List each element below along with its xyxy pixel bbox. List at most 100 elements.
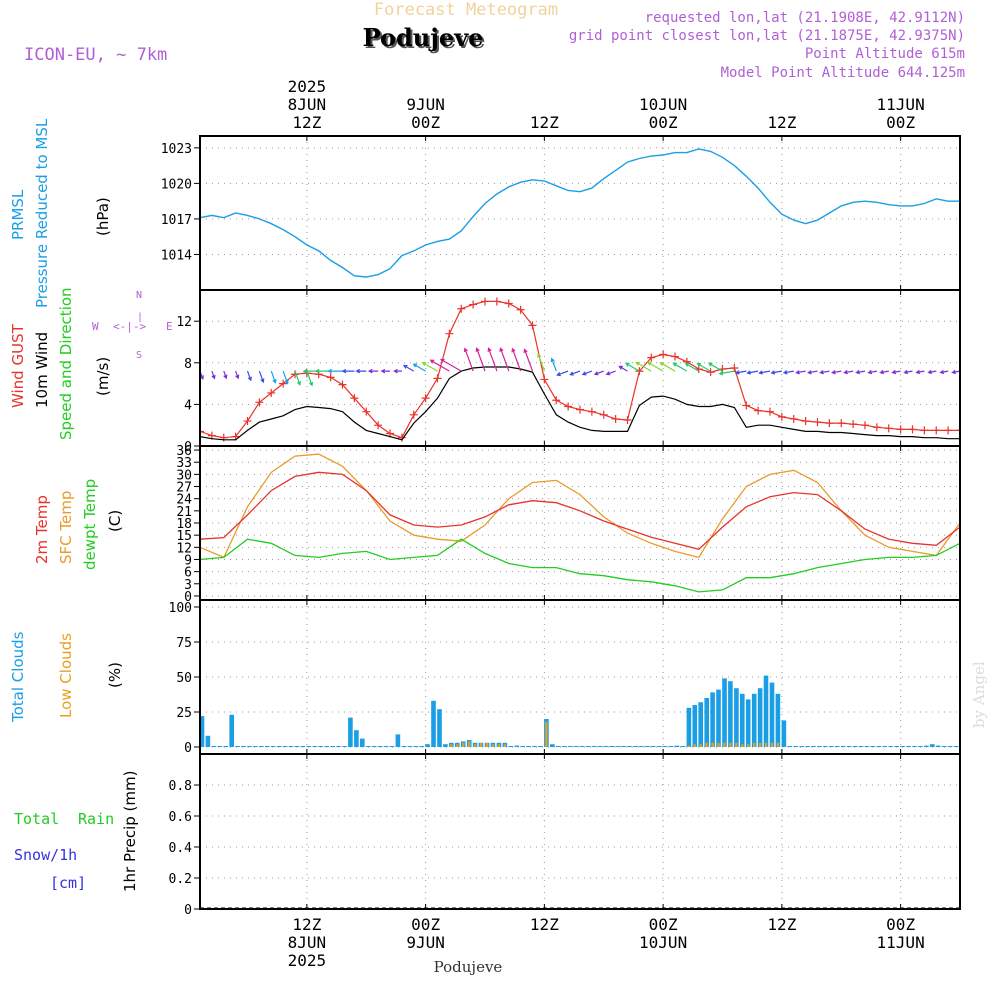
clouds-plot-area bbox=[200, 675, 960, 747]
temp-ytick-label: 30 bbox=[176, 468, 192, 483]
total-cloud-bar bbox=[650, 746, 656, 747]
total-cloud-bar bbox=[763, 675, 769, 747]
wind-direction-arrow bbox=[327, 368, 343, 374]
gust-marker bbox=[516, 305, 525, 314]
gust-marker bbox=[754, 406, 763, 415]
total-cloud-bar bbox=[829, 746, 834, 747]
low-cloud-bar bbox=[474, 744, 477, 747]
compass-arrows: <-|-> bbox=[113, 320, 146, 333]
total-cloud-bar bbox=[567, 746, 573, 747]
dewpoint-line bbox=[200, 538, 960, 593]
bottom-time-label: 10JUN bbox=[639, 933, 687, 952]
dew-label: dewpt Temp bbox=[81, 479, 99, 570]
temp-ytick-label: 15 bbox=[176, 529, 192, 544]
compass-n: N bbox=[136, 290, 142, 301]
wind-ytick-label: 12 bbox=[176, 315, 192, 330]
wind-direction-arrow bbox=[523, 348, 534, 372]
total-cloud-bar bbox=[591, 746, 597, 747]
cloud-unit: (%) bbox=[106, 662, 124, 688]
wind-direction-arrow bbox=[246, 370, 252, 382]
wind-direction-arrow bbox=[843, 370, 854, 375]
clouds-ytick-label: 100 bbox=[169, 601, 192, 616]
gust-marker bbox=[267, 388, 276, 397]
requested-coords: requested lon,lat (21.1908E, 42.9112N) bbox=[645, 10, 965, 26]
wind-direction-arrow bbox=[429, 359, 450, 372]
wind-frame bbox=[199, 289, 961, 447]
precip-unit: 1hr Precip (mm) bbox=[121, 771, 139, 892]
temp-unit: (C) bbox=[106, 510, 124, 532]
total-cloud-bar bbox=[935, 745, 941, 747]
wind-direction-arrow bbox=[569, 370, 581, 376]
wind-direction-arrow bbox=[718, 370, 735, 376]
total-cloud-bar bbox=[200, 716, 205, 747]
wind-direction-arrow bbox=[605, 370, 616, 376]
low-cloud-bar bbox=[693, 744, 696, 747]
total-cloud-bar bbox=[306, 746, 312, 747]
gust-marker bbox=[564, 402, 573, 411]
total-cloud-bar bbox=[947, 746, 953, 747]
wind-unit: (m/s) bbox=[94, 357, 112, 396]
top-time-label: 00Z bbox=[649, 113, 678, 132]
top-time-label: 12Z bbox=[292, 113, 321, 132]
total-cloud-bar bbox=[769, 682, 775, 747]
total-cloud-bar bbox=[704, 698, 709, 747]
total-cloud-bar bbox=[698, 702, 703, 747]
top-time-label: 9JUN bbox=[406, 95, 445, 114]
wind-direction-arrow bbox=[380, 368, 390, 374]
place-title-front: Podujeve bbox=[363, 23, 484, 52]
model-label: ICON-EU, ~ 7km bbox=[24, 45, 167, 65]
gust-marker bbox=[872, 423, 881, 432]
total-cloud-bar bbox=[211, 746, 217, 747]
wind-panel: 0 4 8 12 bbox=[176, 289, 961, 455]
low-cloud-bar bbox=[764, 742, 768, 747]
total-cloud-bar bbox=[674, 745, 680, 747]
total-cloud-bar bbox=[745, 699, 751, 747]
total-cloud-bar bbox=[265, 746, 270, 747]
bottom-time-label: 00Z bbox=[649, 915, 678, 934]
bottom-time-label: 9JUN bbox=[406, 933, 445, 952]
total-cloud-bar bbox=[425, 744, 430, 747]
precip-ytick-label: 0.6 bbox=[169, 810, 192, 825]
wind-direction-arrow bbox=[282, 370, 289, 385]
total-cloud-bar bbox=[603, 746, 608, 747]
gust-marker bbox=[766, 407, 774, 416]
total-cloud-bar bbox=[217, 746, 223, 747]
wind-direction-arrow bbox=[879, 369, 889, 375]
total-cloud-bar bbox=[930, 744, 935, 747]
gust-marker bbox=[255, 398, 264, 407]
bottom-time-label: 8JUN bbox=[288, 933, 327, 952]
t2m-line bbox=[200, 471, 960, 551]
credit: by Angel bbox=[970, 661, 988, 728]
total-cloud-bar bbox=[953, 746, 959, 747]
model-altitude: Model Point Altitude 644.125m bbox=[721, 65, 965, 81]
total-cloud-bar bbox=[348, 717, 353, 747]
low-cloud-bar bbox=[497, 744, 500, 747]
wind-plot-area bbox=[200, 297, 960, 442]
wind-direction-arrow bbox=[903, 369, 913, 375]
snow-label: Snow/1h bbox=[14, 846, 77, 864]
total-cloud-bar bbox=[300, 746, 306, 747]
precip-panel: 0 0.2 0.4 0.6 0.8 bbox=[169, 753, 961, 918]
wind-direction-arrow bbox=[223, 370, 228, 380]
gust-marker bbox=[576, 405, 584, 414]
wind-direction-arrow bbox=[270, 370, 277, 384]
total-cloud-bar bbox=[389, 746, 395, 747]
snow-unit-label: [cm] bbox=[50, 874, 86, 892]
gust-marker bbox=[861, 421, 869, 430]
gust-marker bbox=[492, 297, 501, 306]
wind-direction-arrow bbox=[891, 369, 901, 375]
total-cloud-bar bbox=[864, 746, 870, 747]
gust-marker bbox=[659, 350, 668, 359]
total-cloud-bar bbox=[520, 746, 525, 747]
temp-ytick-label: 24 bbox=[176, 493, 192, 508]
temp-ytick-label: 27 bbox=[176, 481, 192, 496]
wind-direction-arrow bbox=[684, 363, 700, 372]
wind-direction-arrow bbox=[440, 358, 462, 372]
pressure-unit: (hPa) bbox=[94, 197, 112, 236]
total-cloud-bar bbox=[716, 689, 721, 747]
t2m-label: 2m Temp bbox=[33, 495, 51, 564]
total-cloud-bar bbox=[532, 746, 537, 747]
total-cloud-bar bbox=[668, 746, 674, 747]
